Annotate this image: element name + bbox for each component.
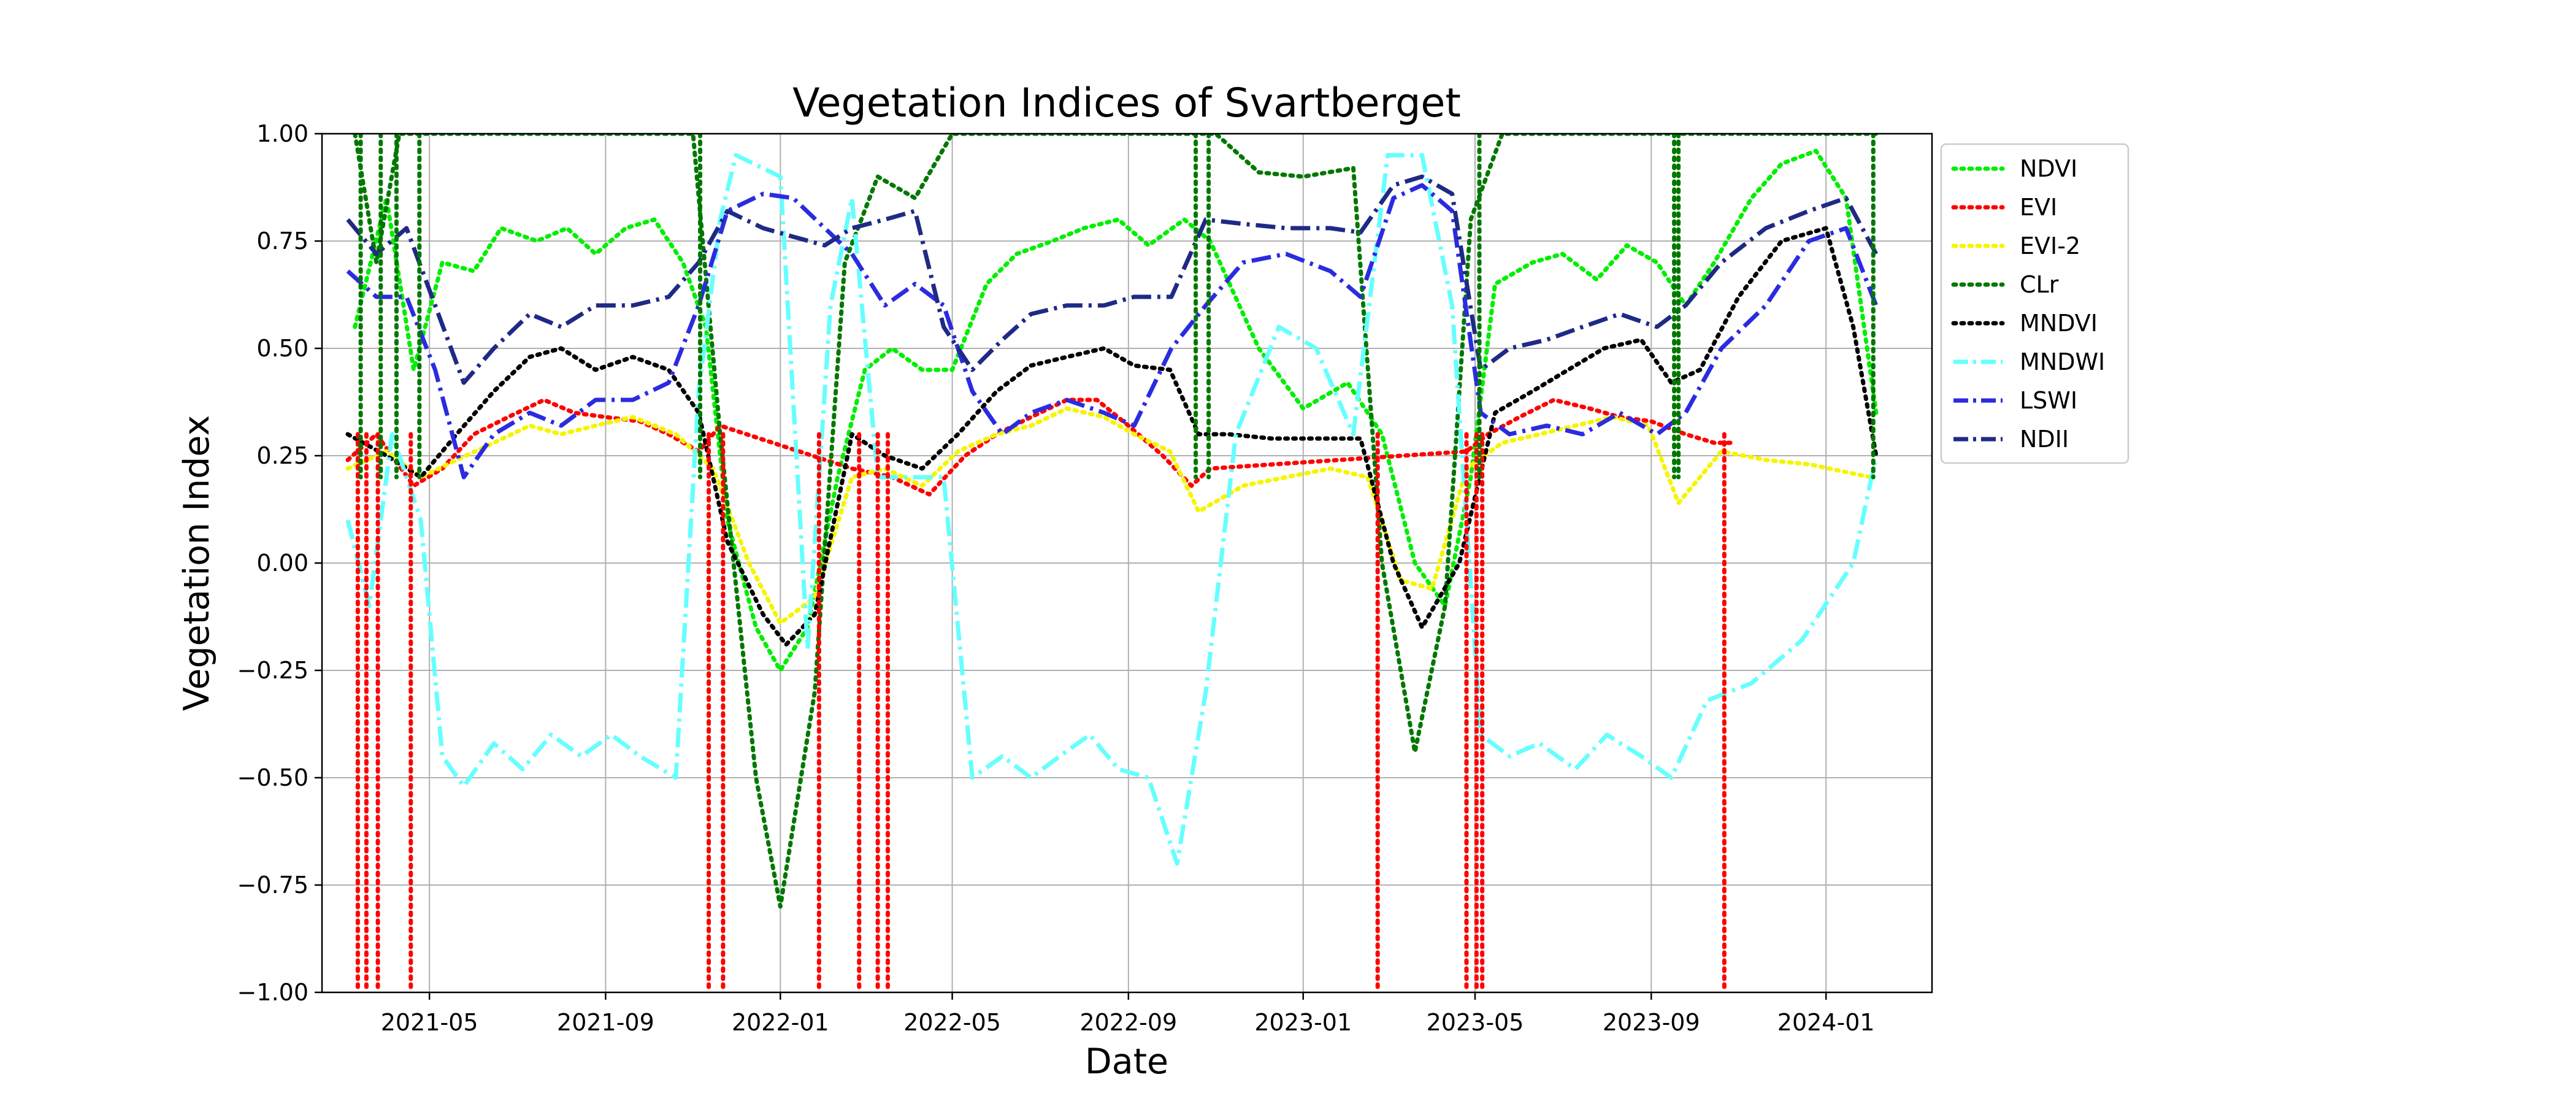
x-tick-label: 2022-09 [1079, 1009, 1177, 1036]
y-tick-label: −0.25 [237, 657, 309, 684]
legend-label: CLr [2020, 271, 2059, 298]
legend-label: EVI-2 [2020, 232, 2080, 259]
x-tick-label: 2022-01 [732, 1009, 829, 1036]
legend-label: MNDVI [2020, 310, 2098, 337]
y-tick-label: 0.75 [256, 228, 309, 255]
chart-title: Vegetation Indices of Svartberget [792, 80, 1461, 126]
series-line-mndvi [345, 226, 1879, 647]
legend-label: NDII [2020, 426, 2069, 453]
series-line-mndwi [345, 153, 1879, 866]
series-line-evi-2 [345, 406, 1873, 626]
series-layer [345, 134, 1879, 992]
legend: NDVI EVI EVI-2 CLr MNDVI MNDWI LSWI NDII [1940, 143, 2129, 464]
x-tick-label: 2023-09 [1603, 1009, 1700, 1036]
legend-label: LSWI [2020, 387, 2077, 414]
y-tick-label: 0.50 [256, 335, 309, 362]
x-tick-label: 2023-01 [1254, 1009, 1352, 1036]
legend-box [1940, 143, 2129, 464]
series-line-lswi [346, 183, 1879, 480]
x-tick-label: 2024-01 [1777, 1009, 1875, 1036]
y-tick-label: 0.25 [256, 442, 309, 469]
y-tick-label: −1.00 [237, 979, 309, 1006]
y-axis: −1.00 −0.75 −0.50 −0.25 0.00 0.25 0.50 0.75 1.00 [237, 120, 322, 1006]
series-line-ndii [346, 174, 1878, 385]
x-tick-label: 2023-05 [1427, 1009, 1524, 1036]
x-tick-label: 2021-05 [381, 1009, 478, 1036]
y-tick-label: −0.50 [237, 764, 309, 791]
x-axis-title: Date [1085, 1041, 1168, 1082]
y-axis-title: Vegetation Index [177, 415, 217, 711]
x-tick-label: 2021-09 [557, 1009, 654, 1036]
legend-label: MNDWI [2020, 348, 2105, 375]
y-tick-label: 1.00 [256, 120, 309, 147]
x-axis: 2021-05 2021-09 2022-01 2022-05 2022-09 2023-… [381, 992, 1875, 1036]
series-line-evi [345, 397, 1735, 497]
series-line-ndvi [353, 148, 1879, 673]
y-tick-label: 0.00 [256, 550, 309, 577]
legend-label: EVI [2020, 194, 2057, 221]
x-tick-label: 2022-05 [903, 1009, 1001, 1036]
y-tick-label: −0.75 [237, 872, 309, 899]
legend-label: NDVI [2020, 155, 2077, 182]
